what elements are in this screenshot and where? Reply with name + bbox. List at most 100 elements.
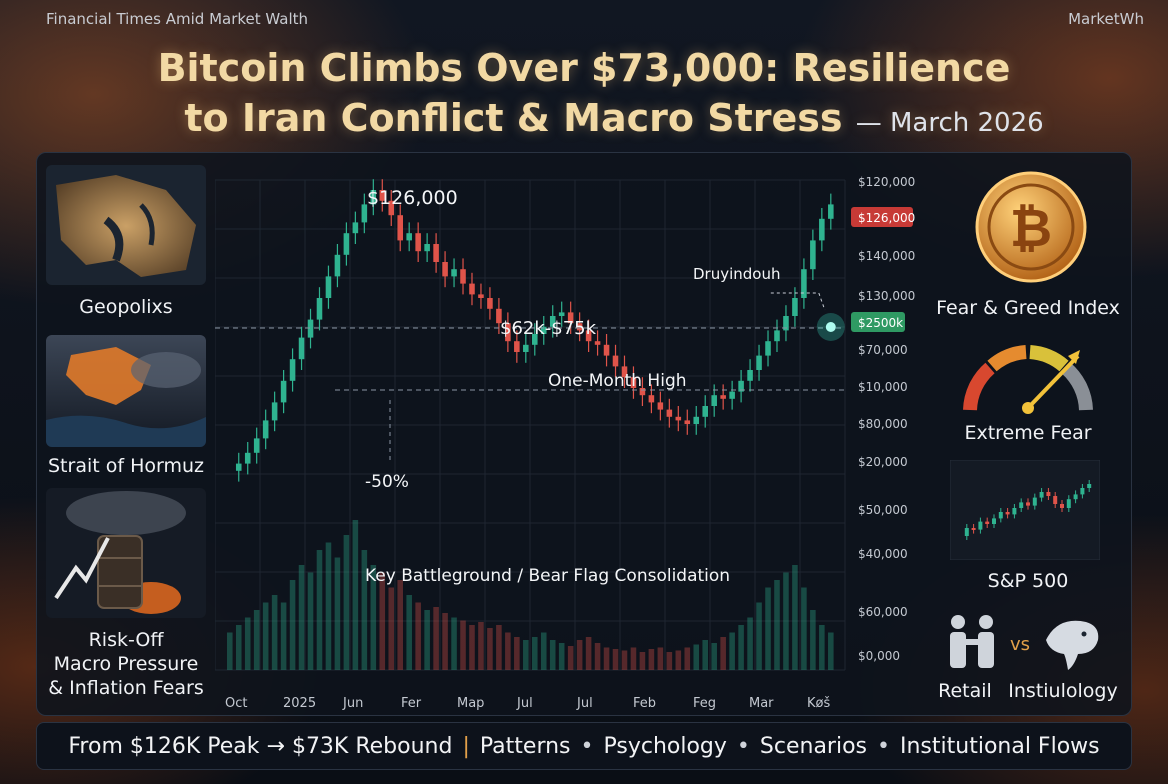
volume-bar bbox=[666, 652, 673, 670]
volume-bar bbox=[765, 587, 771, 670]
fear-greed-value: Extreme Fear bbox=[964, 422, 1092, 444]
svg-text:₿: ₿ bbox=[1010, 199, 1052, 259]
one-month-high-annotation: One-Month High bbox=[548, 371, 687, 391]
candle-body bbox=[567, 312, 574, 324]
sp500-mini-chart-icon bbox=[950, 460, 1100, 560]
y-tick-label: $126,000 bbox=[858, 211, 915, 225]
candle-body bbox=[792, 298, 798, 316]
volume-bar bbox=[334, 557, 341, 670]
price-chart: $126,000 $62k-$75k One-Month High -50% Key B… bbox=[35, 160, 915, 716]
candle-body bbox=[262, 420, 269, 439]
volume-bar bbox=[639, 652, 646, 670]
candle-body bbox=[244, 452, 251, 464]
y-tick-label: $80,000 bbox=[858, 417, 908, 431]
candle-body bbox=[289, 359, 296, 381]
volume-bar bbox=[523, 640, 529, 670]
sp500-candle-body bbox=[1012, 508, 1017, 515]
volume-bar bbox=[819, 625, 825, 670]
candle-body bbox=[675, 416, 682, 421]
x-tick-label: Jul bbox=[576, 696, 593, 711]
volume-bar bbox=[496, 625, 502, 670]
x-tick-label: Oct bbox=[225, 696, 247, 711]
candle-body bbox=[819, 218, 825, 241]
candle-body bbox=[765, 341, 771, 356]
candlestick-chart-svg: $126,000 $62k-$75k One-Month High -50% Key B… bbox=[35, 175, 915, 711]
sp500-candle-body bbox=[1073, 494, 1078, 500]
candle-body bbox=[621, 366, 628, 378]
candle-body bbox=[774, 330, 780, 342]
volume-bar bbox=[298, 565, 305, 670]
source-label: Financial Times Amid Market Walth bbox=[46, 10, 309, 28]
volume-bar bbox=[325, 542, 332, 670]
sp500-candle-body bbox=[1046, 492, 1051, 496]
fear-greed-label: Fear & Greed Index bbox=[936, 297, 1120, 319]
x-tick-label: 2025 bbox=[283, 696, 316, 711]
geopolitics-label: Geopolixs bbox=[79, 296, 173, 318]
volume-bar bbox=[460, 620, 466, 670]
sp500-candle-body bbox=[1039, 492, 1044, 498]
y-tick-label: $130,000 bbox=[858, 289, 915, 303]
candle-body bbox=[514, 341, 520, 352]
candle-body bbox=[783, 316, 789, 331]
current-price-tag bbox=[851, 312, 905, 332]
pointer-line bbox=[770, 292, 826, 311]
hormuz-tile bbox=[46, 335, 206, 447]
candle-body bbox=[451, 269, 457, 277]
volume-bar bbox=[702, 640, 709, 670]
volume-bar bbox=[370, 565, 377, 670]
candle-body bbox=[801, 269, 807, 298]
volume-bar bbox=[352, 520, 359, 670]
candle-body bbox=[738, 380, 744, 392]
volume-bar bbox=[738, 625, 744, 670]
volume-bar bbox=[262, 602, 269, 670]
candle-body bbox=[657, 402, 664, 410]
volume-bar bbox=[693, 644, 700, 670]
volume-bar bbox=[783, 572, 789, 670]
footer-dot: • bbox=[736, 733, 750, 759]
volume-bar bbox=[478, 622, 484, 670]
candle-body bbox=[532, 334, 538, 345]
sp500-candle-body bbox=[1019, 502, 1024, 508]
volume-bar bbox=[505, 632, 511, 670]
pattern-annotation: Key Battleground / Bear Flag Consolidati… bbox=[365, 566, 730, 586]
candle-body bbox=[406, 233, 412, 241]
sp500-candle-body bbox=[1053, 496, 1058, 504]
candle-body bbox=[343, 233, 350, 255]
candle-body bbox=[603, 344, 610, 356]
candle-body bbox=[612, 355, 619, 367]
source-right-label: MarketWh bbox=[1068, 10, 1144, 28]
x-tick-label: Jun bbox=[342, 696, 363, 711]
volume-bar bbox=[487, 628, 493, 670]
y-tick-label: $120,000 bbox=[858, 175, 915, 189]
candle-body bbox=[316, 298, 323, 320]
volume-bar bbox=[747, 617, 753, 670]
volume-bar bbox=[316, 550, 323, 670]
headline-line2: to Iran Conflict & Macro Stress — March … bbox=[0, 96, 1168, 140]
volume-bar bbox=[657, 647, 664, 670]
footer-dot: • bbox=[580, 733, 594, 759]
candle-body bbox=[630, 377, 637, 388]
footer-dot: • bbox=[877, 733, 890, 759]
x-tick-label: Map bbox=[457, 696, 484, 711]
candle-body bbox=[325, 276, 332, 298]
y-tick-label: $50,000 bbox=[858, 503, 908, 517]
sp500-candle-body bbox=[971, 528, 976, 530]
footer-item-scenarios: Scenarios bbox=[759, 733, 868, 759]
candle-body bbox=[334, 254, 341, 277]
x-tick-label: Fer bbox=[401, 696, 422, 711]
volume-bar bbox=[227, 632, 233, 670]
candle-body bbox=[558, 312, 565, 316]
x-tick-label: Jul bbox=[516, 696, 533, 711]
headline-line1: Bitcoin Climbs Over $73,000: Resilience bbox=[157, 46, 1011, 90]
candle-body bbox=[810, 240, 816, 270]
whale-icon bbox=[1046, 620, 1099, 670]
footer-item-institutional: Institutional Flows bbox=[900, 733, 1100, 759]
volume-bar bbox=[514, 637, 520, 670]
candle-body bbox=[307, 319, 314, 338]
candle-body bbox=[594, 341, 601, 345]
current-price-point bbox=[825, 322, 836, 332]
candle-body bbox=[253, 438, 260, 453]
bitcoin-coin-icon: ₿ bbox=[975, 171, 1087, 283]
footer-bar: From $126K Peak → $73K Rebound | Pattern… bbox=[36, 722, 1132, 770]
macro-tile bbox=[46, 488, 206, 618]
